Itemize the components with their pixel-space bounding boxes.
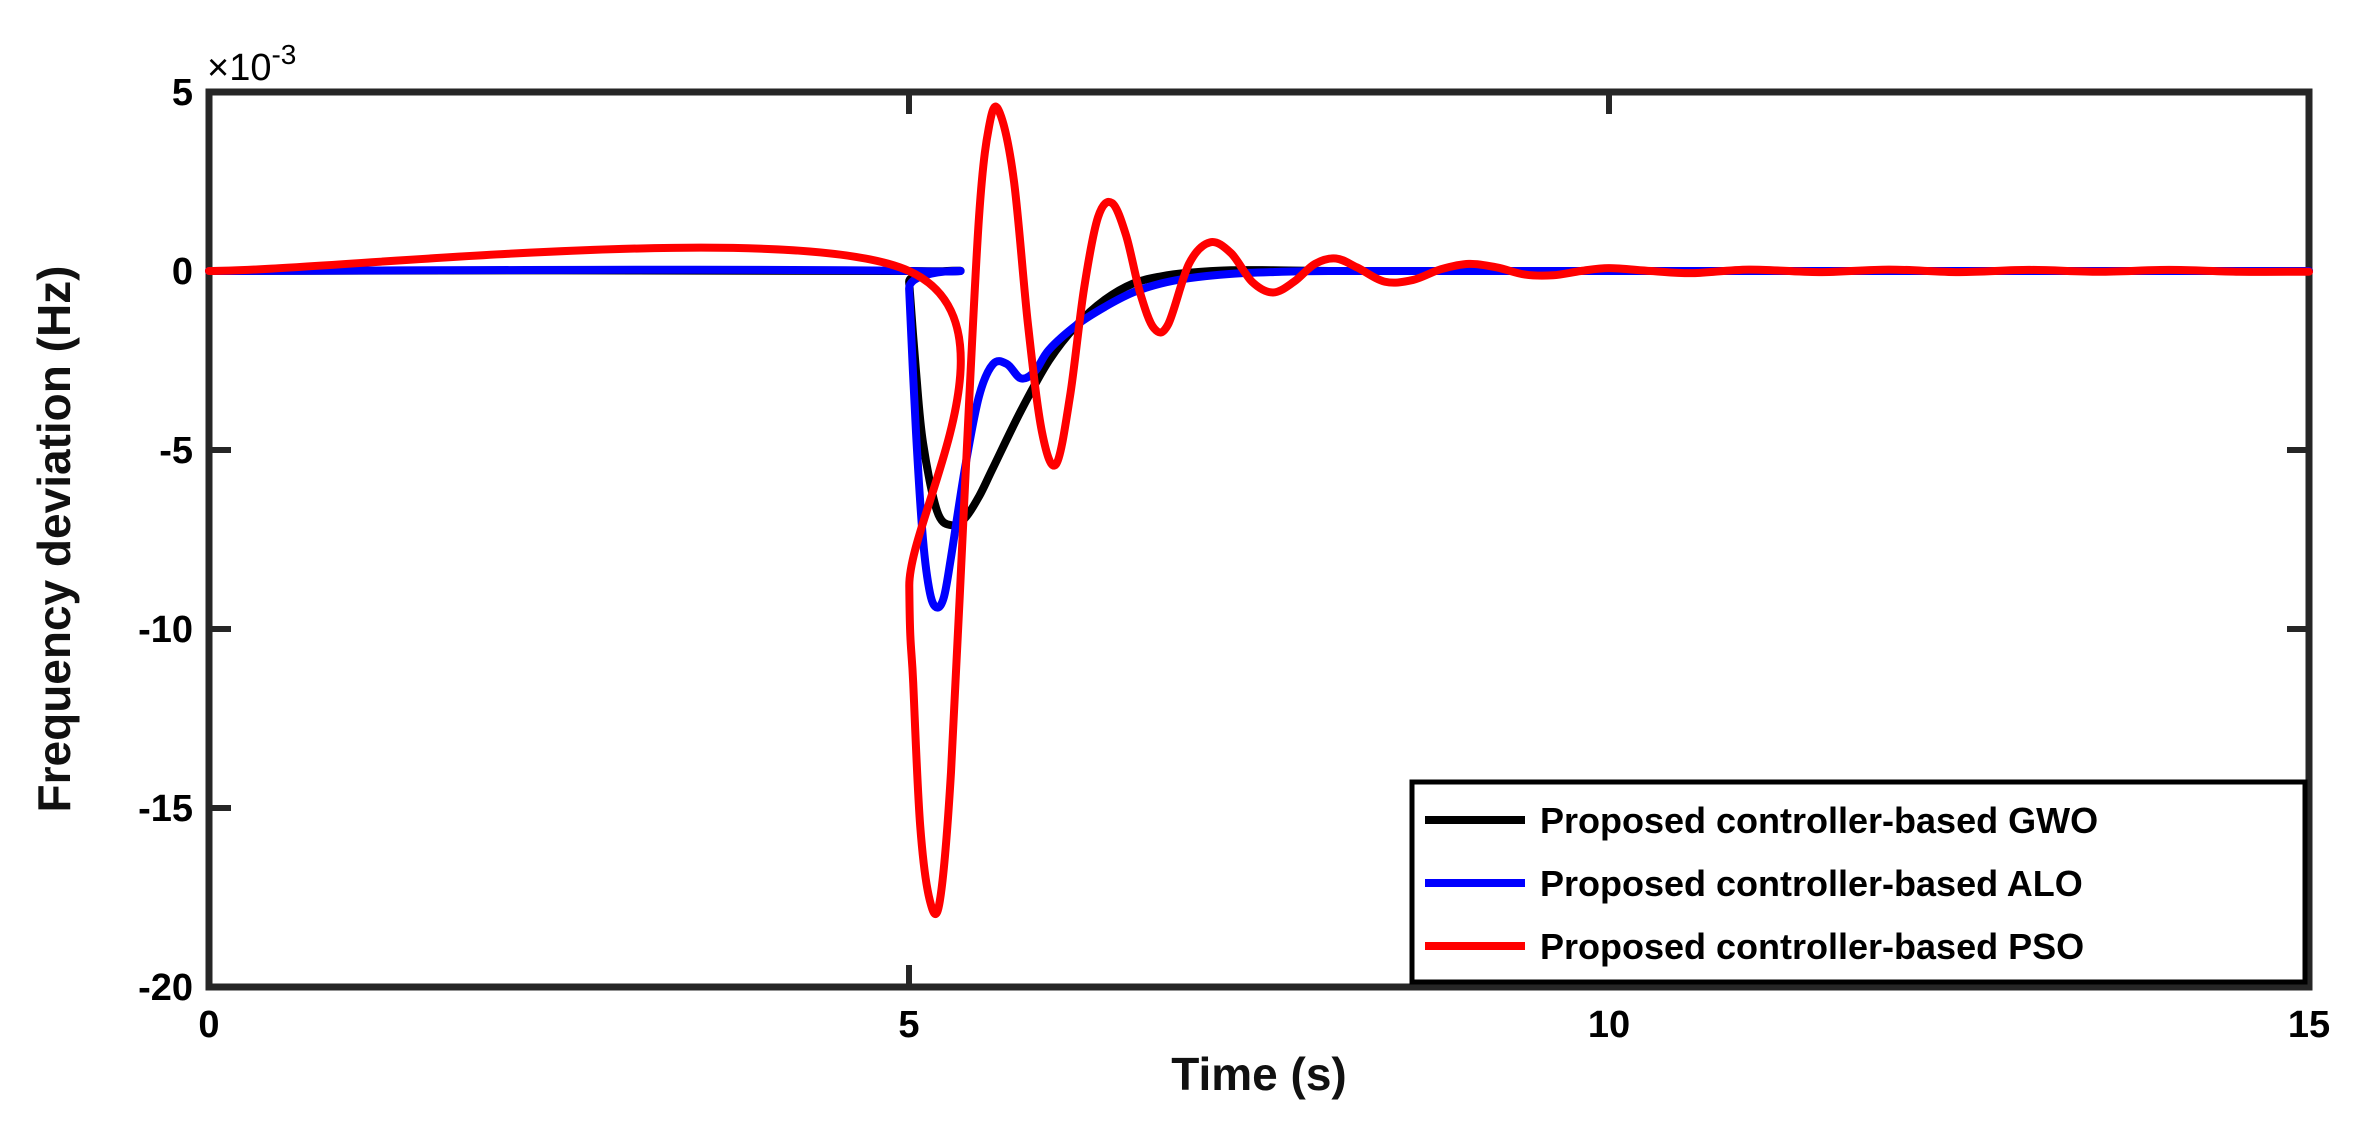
legend-label-pso: Proposed controller-based PSO bbox=[1540, 926, 2084, 967]
y-tick-label: 5 bbox=[172, 72, 193, 114]
series-line-pso bbox=[205, 102, 2313, 918]
legend-box bbox=[1409, 779, 2308, 985]
legend: Proposed controller-based GWO Proposed c… bbox=[1409, 779, 2308, 985]
y-tick-label: -5 bbox=[159, 430, 193, 472]
x-tick-label: 15 bbox=[2288, 1004, 2330, 1046]
y-tick-label: -10 bbox=[138, 609, 193, 651]
y-tick-label: -20 bbox=[138, 967, 193, 1009]
y-scale-exponent-base: ×10 bbox=[207, 47, 271, 89]
x-tick-label: 5 bbox=[898, 1004, 919, 1046]
y-axis-title: Frequency deviation (Hz) bbox=[28, 266, 80, 813]
y-tick-label: -15 bbox=[138, 788, 193, 830]
series-line-alo bbox=[205, 265, 2313, 612]
x-tick-label: 10 bbox=[1588, 1004, 1630, 1046]
y-scale-exponent-power: -3 bbox=[271, 39, 296, 70]
y-scale-exponent: ×10-3 bbox=[207, 39, 296, 89]
x-tick-label: 0 bbox=[198, 1004, 219, 1046]
x-axis-title: Time (s) bbox=[1171, 1048, 1347, 1100]
legend-label-gwo: Proposed controller-based GWO bbox=[1540, 800, 2098, 841]
series-layer bbox=[205, 102, 2313, 918]
legend-label-alo: Proposed controller-based ALO bbox=[1540, 863, 2083, 904]
tick-labels: 0 5 10 15 5 0 -5 -10 -15 -20 bbox=[138, 72, 2330, 1046]
y-tick-label: 0 bbox=[172, 251, 193, 293]
